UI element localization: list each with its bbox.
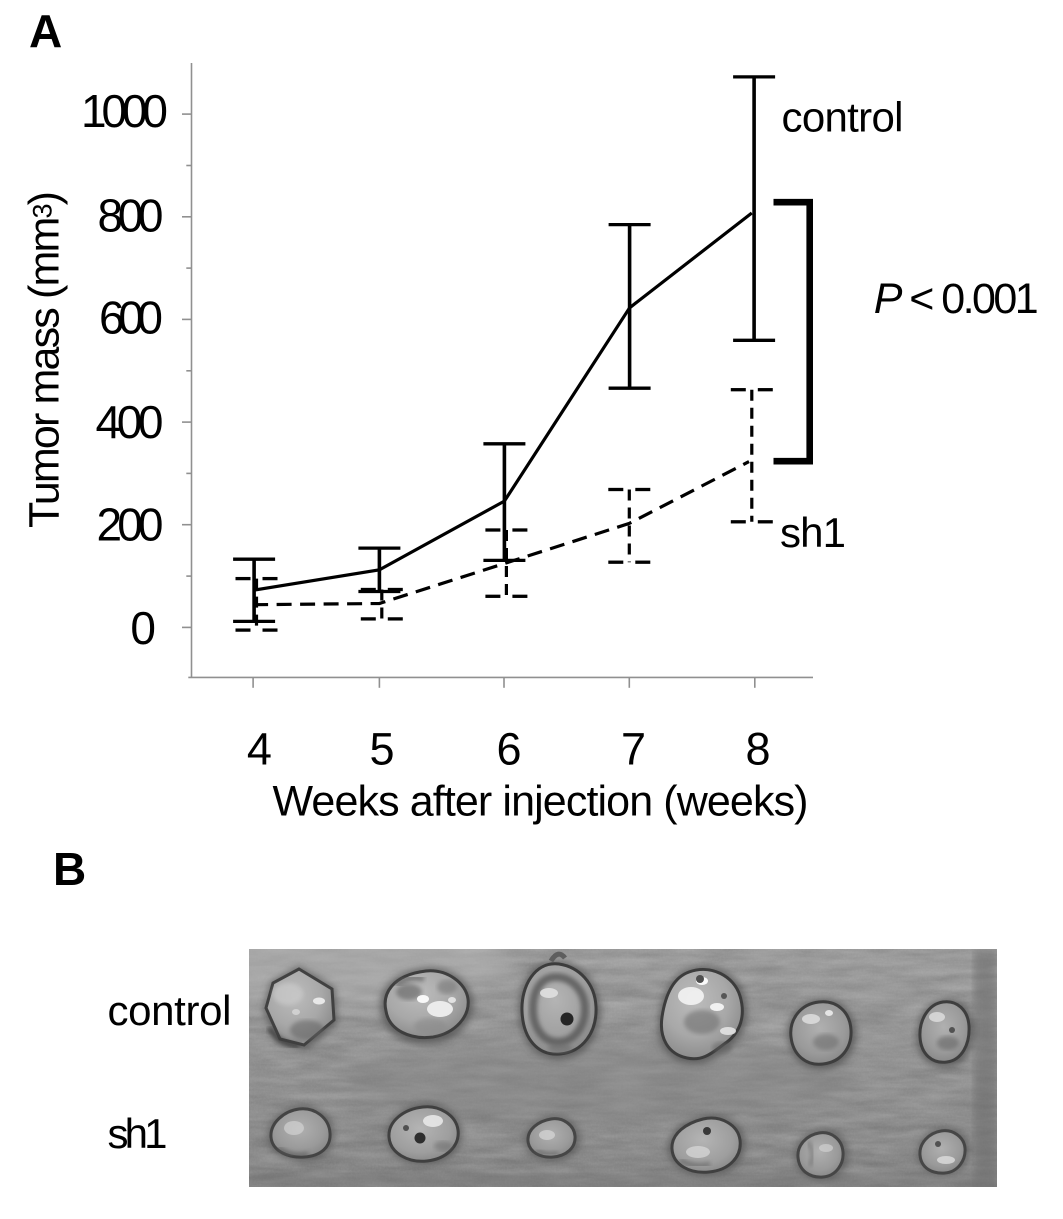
svg-text:800: 800 <box>98 190 164 242</box>
svg-text:6: 6 <box>496 724 521 775</box>
svg-text:Tumor mass (mm3): Tumor mass (mm3) <box>21 191 69 528</box>
svg-text:4: 4 <box>247 724 272 775</box>
svg-text:sh1: sh1 <box>108 1110 168 1157</box>
svg-text:7: 7 <box>621 724 646 775</box>
svg-text:200: 200 <box>97 498 164 550</box>
svg-text:8: 8 <box>745 724 770 775</box>
svg-text:B: B <box>53 843 86 895</box>
svg-text:Weeks after injection (weeks): Weeks after injection (weeks) <box>273 778 809 826</box>
svg-text:5: 5 <box>369 724 394 775</box>
svg-text:control: control <box>782 93 904 140</box>
svg-text:1000: 1000 <box>81 85 168 137</box>
svg-text:A: A <box>29 5 62 57</box>
svg-text:sh1: sh1 <box>780 509 846 556</box>
svg-text:P < 0.001: P < 0.001 <box>874 275 1039 323</box>
svg-text:0: 0 <box>130 602 156 654</box>
svg-text:400: 400 <box>96 396 164 448</box>
svg-text:600: 600 <box>99 292 163 344</box>
svg-text:control: control <box>108 987 232 1034</box>
